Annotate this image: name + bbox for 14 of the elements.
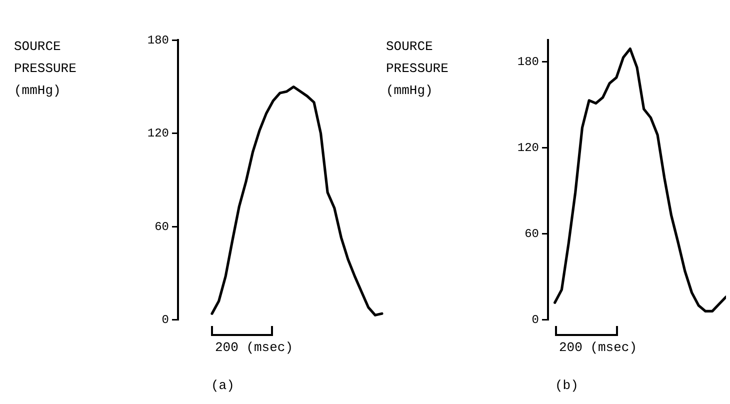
y-tick-label: 180: [147, 33, 169, 48]
y-tick-label: 60: [524, 226, 539, 241]
y-axis-title: SOURCE PRESSURE (mmHg): [14, 38, 78, 100]
text: (b): [555, 378, 578, 393]
text: 200 (msec): [215, 340, 294, 355]
y-tick-label: 0: [162, 312, 169, 327]
y-tick-label: 120: [517, 140, 539, 155]
y-tick-label: 0: [532, 312, 539, 327]
y-tick-label: 120: [147, 126, 169, 141]
y-axis-title: SOURCE PRESSURE (mmHg): [386, 38, 450, 100]
text: (a): [211, 378, 234, 393]
text: 200 (msec): [559, 340, 638, 355]
y-tick-label: 180: [517, 54, 539, 69]
y-tick-label: 60: [154, 220, 169, 234]
